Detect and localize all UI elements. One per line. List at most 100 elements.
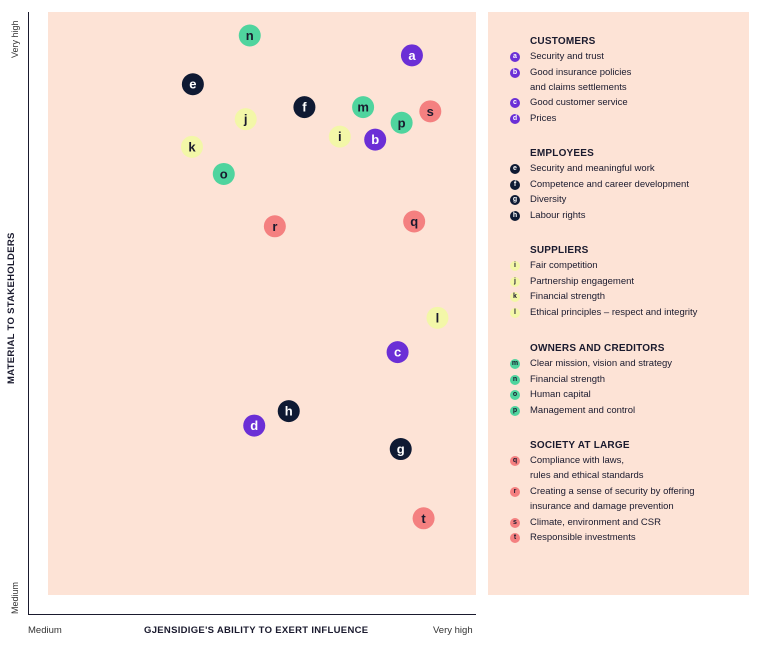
legend-label-g: Diversity (530, 194, 567, 205)
legend-marker-k: k (510, 292, 520, 302)
point-label-k: k (188, 139, 196, 154)
scatter-point-m: m (352, 96, 375, 119)
point-marker-q (403, 210, 426, 233)
scatter-point-b: b (364, 128, 387, 151)
scatter-point-g: g (389, 438, 412, 461)
scatter-point-q: q (403, 210, 426, 233)
legend-label-s: Climate, environment and CSR (530, 517, 661, 528)
legend-label-q: Compliance with laws, (530, 455, 624, 466)
point-marker-b (364, 128, 387, 151)
legend-label-e: Security and meaningful work (530, 163, 655, 174)
point-label-l: l (436, 310, 440, 325)
point-label-q: q (410, 214, 418, 229)
legend-label-l: Ethical principles – respect and integri… (530, 307, 698, 318)
legend-label-r: Creating a sense of security by offering (530, 486, 695, 497)
legend-marker-a: a (510, 52, 520, 62)
point-marker-l (426, 306, 449, 329)
legend-marker-r: r (510, 487, 520, 497)
x-tick-label-right: Very high (433, 625, 473, 636)
point-marker-r (263, 215, 286, 238)
point-label-s: s (427, 104, 434, 119)
plot-area (48, 12, 476, 595)
legend-label-p: Management and control (530, 405, 636, 416)
point-label-p: p (398, 115, 406, 130)
point-label-n: n (246, 28, 254, 43)
point-marker-m (352, 96, 375, 119)
point-label-m: m (357, 100, 369, 115)
scatter-point-h: h (277, 400, 300, 423)
legend-label-o: Human capital (530, 389, 591, 400)
legend-marker-o: o (510, 390, 520, 400)
legend-marker-n: n (510, 375, 520, 385)
legend-label-b: Good insurance policies (530, 67, 632, 78)
scatter-point-a: a (400, 44, 423, 67)
legend-marker-i: i (510, 261, 520, 271)
point-marker-o (212, 162, 235, 185)
legend-marker-f: f (510, 180, 520, 190)
x-tick-label-left: Medium (28, 625, 62, 636)
point-marker-c (386, 341, 409, 364)
scatter-point-d: d (243, 414, 266, 437)
legend-marker-s: s (510, 518, 520, 528)
point-label-e: e (189, 77, 196, 92)
scatter-point-t: t (412, 507, 435, 530)
x-axis-label: GJENSIDIGE'S ABILITY TO EXERT INFLUENCE (144, 625, 369, 636)
legend-marker-d: d (510, 114, 520, 124)
legend-marker-c: c (510, 98, 520, 108)
legend-marker-m: m (510, 359, 520, 369)
point-label-o: o (220, 166, 228, 181)
legend-label-h: Labour rights (530, 210, 586, 221)
legend-label-k: Financial strength (530, 291, 605, 302)
legend-group-title: SOCIETY AT LARGE (530, 440, 630, 451)
point-marker-j (234, 108, 257, 131)
point-marker-d (243, 414, 266, 437)
point-label-a: a (408, 48, 416, 63)
legend-marker-l: l (510, 308, 520, 318)
scatter-point-k: k (180, 135, 203, 158)
scatter-point-s: s (419, 100, 442, 123)
point-label-d: d (250, 418, 258, 433)
scatter-point-e: e (181, 73, 204, 96)
scatter-point-j: j (234, 108, 257, 131)
legend-label-c: Good customer service (530, 97, 628, 108)
legend-label-cont-b: and claims settlements (530, 82, 627, 93)
scatter-point-l: l (426, 306, 449, 329)
scatter-point-o: o (212, 162, 235, 185)
legend-label-m: Clear mission, vision and strategy (530, 358, 673, 369)
point-marker-i (328, 125, 351, 148)
scatter-point-f: f (293, 96, 316, 119)
legend-marker-g: g (510, 195, 520, 205)
legend-marker-t: t (510, 533, 520, 543)
scatter-point-n: n (238, 24, 261, 47)
point-marker-h (277, 400, 300, 423)
legend-group-title: CUSTOMERS (530, 36, 596, 47)
legend-label-i: Fair competition (530, 260, 598, 271)
point-label-r: r (272, 219, 277, 234)
legend-marker-b: b (510, 68, 520, 78)
y-axis-line (28, 12, 29, 615)
point-marker-s (419, 100, 442, 123)
legend-marker-h: h (510, 211, 520, 221)
point-marker-f (293, 96, 316, 119)
point-label-b: b (371, 132, 379, 147)
legend-label-a: Security and trust (530, 51, 604, 62)
x-axis-line (28, 614, 476, 615)
point-label-h: h (285, 404, 293, 419)
legend-marker-j: j (510, 277, 520, 287)
legend-label-cont-r: insurance and damage prevention (530, 501, 674, 512)
legend-label-f: Competence and career development (530, 179, 689, 190)
scatter-point-p: p (390, 111, 413, 134)
point-label-g: g (397, 442, 405, 457)
scatter-point-i: i (328, 125, 351, 148)
scatter-point-r: r (263, 215, 286, 238)
point-marker-a (400, 44, 423, 67)
point-marker-e (181, 73, 204, 96)
point-label-c: c (394, 345, 401, 360)
point-label-j: j (243, 112, 248, 127)
point-marker-t (412, 507, 435, 530)
legend-group-title: SUPPLIERS (530, 245, 589, 256)
legend-label-n: Financial strength (530, 374, 605, 385)
point-label-f: f (302, 100, 307, 115)
point-marker-p (390, 111, 413, 134)
